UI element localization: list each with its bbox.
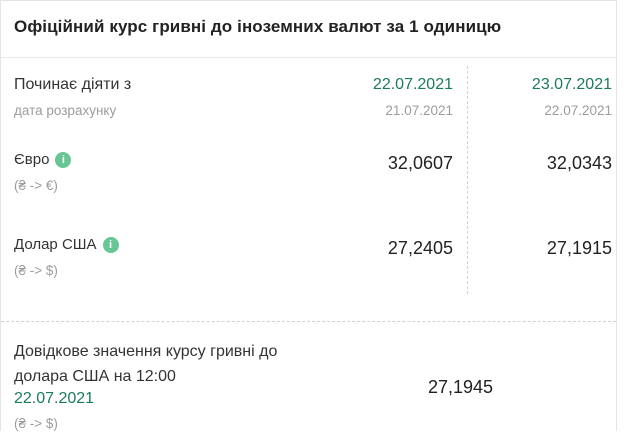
euro-label: Євро [14, 151, 50, 168]
table-row-dates: Починає діяти з дата розрахунку 22.07.20… [14, 75, 616, 119]
reference-title: Довідкове значення курсу гривні до долар… [14, 339, 354, 389]
euro-label-cell: Євро i (₴ -> €) [14, 151, 303, 194]
reference-value: 27,1945 [428, 377, 494, 397]
calc-date-1: 21.07.2021 [385, 103, 453, 118]
reference-title-line1: Довідкове значення курсу гривні до [14, 343, 278, 360]
card-header: Офіційний курс гривні до іноземних валют… [1, 1, 616, 58]
dollar-pair-label: (₴ -> $) [14, 263, 58, 278]
reference-section: Довідкове значення курсу гривні до долар… [1, 321, 616, 441]
dollar-label: Долар США [14, 236, 97, 253]
euro-rate-2: 32,0343 [546, 153, 612, 173]
euro-rate-1: 32,0607 [387, 153, 453, 173]
reference-date: 22.07.2021 [14, 390, 95, 407]
table-row-dollar: Долар США i (₴ -> $) 27,2405 27,1915 [14, 236, 616, 279]
currency-name-euro: Євро i [14, 151, 303, 169]
effective-date-1: 22.07.2021 [372, 76, 453, 93]
calc-label: дата розрахунку [14, 103, 117, 118]
date-column-2: 23.07.2021 22.07.2021 [453, 75, 616, 119]
table-row-euro: Євро i (₴ -> €) 32,0607 32,0343 [14, 151, 616, 194]
dollar-rate-2: 27,1915 [546, 238, 612, 258]
page-title: Офіційний курс гривні до іноземних валют… [14, 17, 502, 36]
rates-table: Починає діяти з дата розрахунку 22.07.20… [1, 58, 616, 294]
info-icon[interactable]: i [55, 152, 72, 168]
dollar-rate-1: 27,2405 [387, 238, 453, 258]
effective-date-2: 23.07.2021 [531, 76, 612, 93]
currency-name-dollar: Долар США i [14, 236, 303, 254]
effective-date-header: Починає діяти з дата розрахунку [14, 75, 303, 119]
date-column-1: 22.07.2021 21.07.2021 [303, 75, 453, 119]
calc-date-2: 22.07.2021 [544, 103, 612, 118]
reference-title-line2: долара США на 12:00 [14, 368, 176, 385]
info-icon[interactable]: i [102, 237, 119, 253]
effective-label: Починає діяти з [14, 76, 132, 93]
dollar-label-cell: Долар США i (₴ -> $) [14, 236, 303, 279]
reference-pair-label: (₴ -> $) [14, 416, 58, 431]
column-divider [467, 66, 468, 294]
euro-pair-label: (₴ -> €) [14, 178, 58, 193]
exchange-rates-card: Офіційний курс гривні до іноземних валют… [0, 0, 617, 431]
